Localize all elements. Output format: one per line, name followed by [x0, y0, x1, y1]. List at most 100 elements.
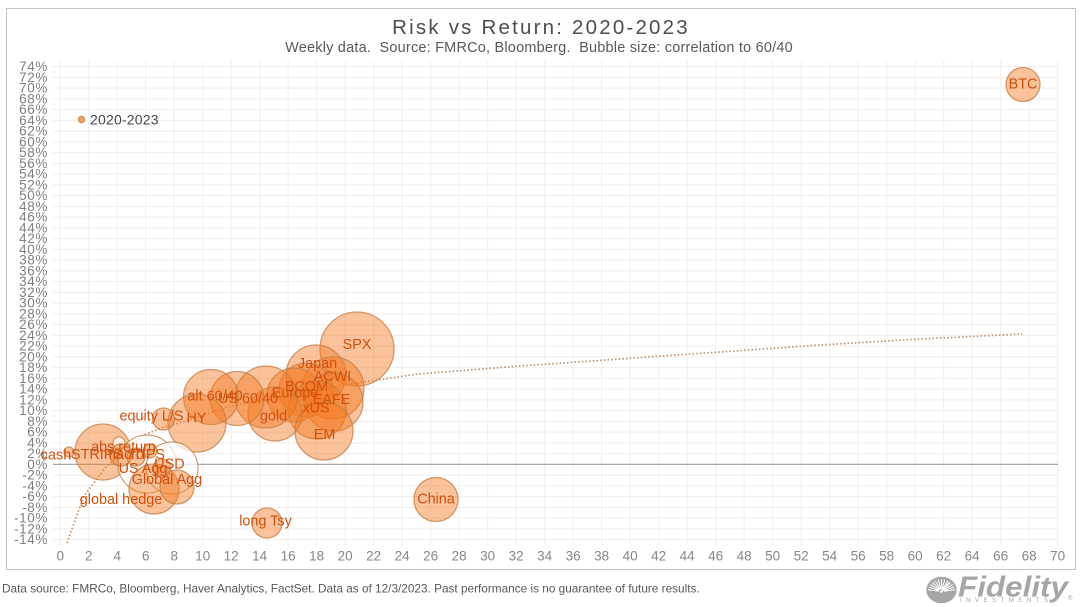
svg-text:4: 4	[113, 549, 121, 564]
svg-text:48: 48	[737, 549, 752, 564]
svg-text:66%: 66%	[19, 102, 48, 117]
svg-text:38%: 38%	[19, 253, 48, 268]
svg-text:INVESTMENTS: INVESTMENTS	[960, 597, 1048, 604]
svg-text:SPX: SPX	[343, 337, 372, 353]
svg-text:30%: 30%	[19, 296, 48, 311]
svg-text:46: 46	[708, 549, 723, 564]
svg-text:gold: gold	[260, 409, 287, 425]
svg-text:ACWI: ACWI	[314, 369, 352, 385]
svg-text:56%: 56%	[19, 156, 48, 171]
svg-text:26: 26	[423, 549, 438, 564]
svg-text:68%: 68%	[19, 91, 48, 106]
svg-text:64%: 64%	[19, 113, 48, 128]
svg-text:xUS: xUS	[302, 401, 329, 417]
svg-text:8%: 8%	[27, 414, 48, 429]
svg-text:Global Agg: Global Agg	[132, 472, 202, 488]
svg-text:18%: 18%	[19, 360, 48, 375]
svg-text:4%: 4%	[27, 435, 48, 450]
svg-text:40: 40	[623, 549, 638, 564]
svg-text:52%: 52%	[19, 177, 48, 192]
svg-text:6%: 6%	[27, 425, 48, 440]
svg-text:28: 28	[452, 549, 467, 564]
svg-text:-10%: -10%	[14, 511, 48, 526]
svg-text:34: 34	[537, 549, 553, 564]
svg-text:/TIPS: /TIPS	[129, 447, 165, 463]
svg-text:36: 36	[566, 549, 581, 564]
svg-text:60%: 60%	[19, 134, 48, 149]
svg-text:®: ®	[1068, 595, 1073, 602]
svg-text:long Tsy: long Tsy	[239, 514, 292, 530]
svg-text:Weekly data. Source: FMRCo, B: Weekly data. Source: FMRCo, Bloomberg. B…	[285, 40, 793, 56]
svg-text:14: 14	[252, 549, 268, 564]
svg-text:32: 32	[509, 549, 524, 564]
svg-text:BCOM: BCOM	[285, 379, 328, 395]
svg-text:BTC: BTC	[1009, 77, 1038, 93]
svg-text:global hedge: global hedge	[80, 492, 162, 508]
svg-text:US 60/40: US 60/40	[218, 391, 278, 407]
svg-text:HY: HY	[187, 411, 207, 427]
svg-text:2%: 2%	[27, 446, 48, 461]
svg-text:USD: USD	[154, 457, 184, 473]
svg-text:62: 62	[936, 549, 951, 564]
svg-text:equity L/S: equity L/S	[120, 409, 184, 425]
svg-text:70: 70	[1050, 549, 1065, 564]
svg-text:12: 12	[224, 549, 239, 564]
svg-text:50: 50	[765, 549, 780, 564]
svg-text:58%: 58%	[19, 145, 48, 160]
svg-text:42: 42	[651, 549, 666, 564]
svg-text:0: 0	[56, 549, 64, 564]
svg-text:6: 6	[142, 549, 150, 564]
svg-text:Fidelity: Fidelity	[958, 572, 1070, 604]
svg-text:42%: 42%	[19, 231, 48, 246]
svg-text:2020-2023: 2020-2023	[90, 112, 159, 128]
svg-text:40%: 40%	[19, 242, 48, 257]
svg-text:28%: 28%	[19, 306, 48, 321]
svg-text:24: 24	[395, 549, 411, 564]
svg-text:44%: 44%	[19, 220, 48, 235]
svg-text:-6%: -6%	[22, 489, 48, 504]
svg-text:10%: 10%	[19, 403, 48, 418]
svg-text:0%: 0%	[27, 457, 48, 472]
svg-text:16%: 16%	[19, 371, 48, 386]
svg-text:24%: 24%	[19, 328, 48, 343]
svg-text:54%: 54%	[19, 167, 48, 182]
svg-text:46%: 46%	[19, 210, 48, 225]
svg-text:22: 22	[366, 549, 381, 564]
svg-text:Europe: Europe	[272, 386, 318, 402]
svg-text:US Agg: US Agg	[119, 461, 168, 477]
svg-text:abs return: abs return	[91, 440, 156, 456]
svg-text:66: 66	[993, 549, 1008, 564]
svg-text:14%: 14%	[19, 382, 48, 397]
svg-text:-2%: -2%	[22, 468, 48, 483]
svg-text:20: 20	[338, 549, 353, 564]
svg-text:56: 56	[851, 549, 866, 564]
svg-text:72%: 72%	[19, 70, 48, 85]
svg-text:22%: 22%	[19, 339, 48, 354]
svg-text:54: 54	[822, 549, 838, 564]
svg-text:alt 60/40: alt 60/40	[187, 389, 242, 405]
svg-text:2: 2	[85, 549, 93, 564]
svg-text:-14%: -14%	[14, 532, 48, 547]
svg-text:34%: 34%	[19, 274, 48, 289]
svg-text:8: 8	[170, 549, 178, 564]
svg-text:macro: macro	[104, 447, 144, 463]
svg-text:20%: 20%	[19, 349, 48, 364]
svg-text:-4%: -4%	[22, 478, 48, 493]
svg-text:50%: 50%	[19, 188, 48, 203]
svg-text:64: 64	[965, 549, 981, 564]
svg-text:44: 44	[680, 549, 696, 564]
svg-text:38: 38	[594, 549, 609, 564]
svg-text:18: 18	[309, 549, 324, 564]
svg-text:STRIPS: STRIPS	[71, 447, 123, 463]
svg-text:EAFE: EAFE	[313, 392, 351, 408]
svg-text:52: 52	[794, 549, 809, 564]
svg-text:EM: EM	[314, 427, 336, 443]
svg-text:74%: 74%	[19, 59, 48, 74]
svg-text:Japan: Japan	[298, 356, 337, 372]
svg-text:26%: 26%	[19, 317, 48, 332]
svg-text:China: China	[417, 492, 455, 508]
svg-text:70%: 70%	[19, 81, 48, 96]
svg-text:30: 30	[480, 549, 495, 564]
svg-text:cash: cash	[41, 448, 71, 464]
svg-text:Risk vs Return: 2020-2023: Risk vs Return: 2020-2023	[392, 16, 690, 39]
